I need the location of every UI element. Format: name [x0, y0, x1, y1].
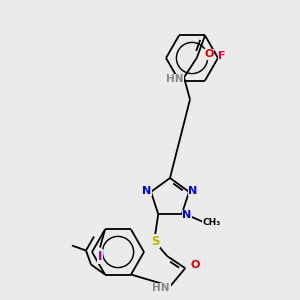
Text: N: N: [142, 186, 152, 196]
Text: S: S: [151, 235, 160, 248]
Text: HN: HN: [166, 74, 184, 85]
Text: O: O: [204, 50, 214, 59]
Text: CH₃: CH₃: [202, 218, 221, 227]
Text: N: N: [188, 186, 198, 196]
Text: N: N: [182, 210, 191, 220]
Text: HN: HN: [152, 283, 170, 293]
Text: O: O: [190, 260, 200, 270]
Text: F: F: [218, 51, 226, 61]
Text: I: I: [98, 250, 102, 263]
